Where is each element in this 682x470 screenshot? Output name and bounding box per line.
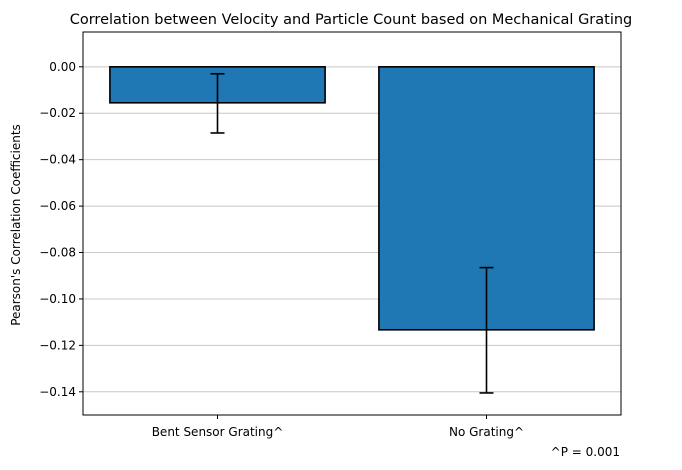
y-tick-label: −0.10 (39, 292, 76, 306)
error-bars (210, 72, 494, 394)
y-tick-label: −0.02 (39, 106, 76, 120)
x-tick-label: Bent Sensor Grating^ (152, 425, 284, 439)
p-value-annotation: ^P = 0.001 (551, 445, 620, 459)
gridlines (83, 66, 621, 393)
y-tick-label: −0.06 (39, 199, 76, 213)
y-tick-label: −0.04 (39, 153, 76, 167)
bars (109, 66, 595, 331)
plot-frame (82, 31, 622, 416)
y-axis-label: Pearson's Correlation Coefficients (9, 124, 23, 326)
chart-title: Correlation between Velocity and Particl… (70, 12, 633, 28)
x-axis-ticks: Bent Sensor Grating^ No Grating^ (152, 415, 524, 439)
y-tick-label: 0.00 (49, 60, 76, 74)
y-axis-ticks: 0.00 −0.02 −0.04 −0.06 −0.08 −0.10 −0.12 −0.14 (39, 60, 83, 399)
y-tick-label: −0.08 (39, 246, 76, 260)
y-tick-label: −0.12 (39, 338, 76, 352)
x-tick-label: No Grating^ (449, 425, 524, 439)
y-tick-label: −0.14 (39, 385, 76, 399)
